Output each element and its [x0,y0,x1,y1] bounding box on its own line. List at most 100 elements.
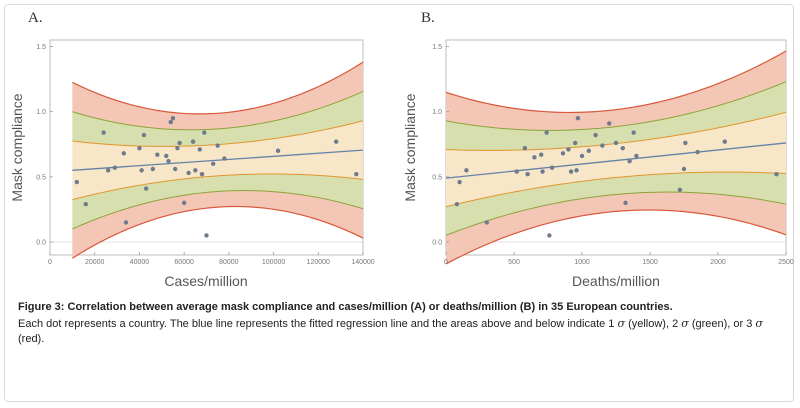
data-point-b-34 [722,139,727,144]
data-point-a-11 [150,166,156,172]
band-3sigma-lower-a [72,190,363,259]
band-edge-minus3-b [445,209,787,265]
data-point-b-9 [540,169,545,174]
data-point-a-21 [186,170,191,176]
band-edge-plus2-b [445,81,787,131]
caption-green: (green), or 3 [691,318,753,330]
data-point-b-32 [683,140,688,146]
data-point-a-20 [181,200,187,206]
band-1sigma-b [446,112,786,207]
data-point-b-17 [574,168,579,173]
panel-label-a: A. [28,10,43,26]
band-edge-minus2-b [445,191,787,236]
data-point-b-30 [677,187,683,193]
x-tick-label-a-6: 120000 [307,259,330,266]
x-tick-label-b-1: 500 [508,259,520,266]
data-point-a-6 [123,220,129,225]
data-point-b-13 [560,151,566,156]
data-point-b-1 [457,179,462,185]
data-point-b-35 [774,172,779,177]
x-axis-title-b: Deaths/million [572,273,660,289]
data-point-b-7 [532,155,537,160]
data-point-b-2 [464,168,469,173]
data-point-a-25 [199,172,205,177]
data-point-a-14 [166,158,171,164]
y-tick-label-a-1: 0.5 [36,174,46,181]
data-point-b-21 [593,132,598,138]
x-tick-label-a-5: 100000 [262,259,285,266]
data-point-a-24 [197,147,202,152]
data-point-b-14 [566,147,571,152]
band-edge-minus1-b [445,171,787,208]
data-point-b-25 [620,145,625,151]
sigma-symbol-1: σ [617,317,625,330]
data-point-a-17 [173,166,178,172]
y-tick-label-b-3: 1.5 [432,44,442,51]
data-point-b-29 [634,153,639,159]
chart-a: 0 20000 40000 60000 80000 100000 120000 140000 0… [9,10,375,289]
data-point-b-22 [600,143,605,148]
band-3sigma-lower-b [446,192,786,264]
data-point-b-16 [573,140,578,146]
data-point-a-4 [112,165,118,170]
x-tick-label-a-2: 40000 [130,259,150,266]
data-point-a-32 [333,139,339,144]
x-tick-label-b-3: 1500 [642,259,658,266]
data-point-a-31 [275,148,281,153]
x-tick-label-b-5: 2500 [778,259,794,266]
data-point-a-28 [211,161,216,166]
data-point-a-8 [139,168,144,173]
data-point-a-23 [193,168,198,173]
panel-label-b: B. [421,10,435,26]
data-point-b-19 [579,153,585,159]
band-3sigma-upper-a [72,62,363,130]
x-tick-label-a-1: 20000 [85,259,105,266]
band-edge-plus3-b [445,50,787,114]
data-point-a-26 [202,130,207,135]
band-2sigma-lower-b [446,172,786,236]
x-tick-label-b-2: 1000 [574,259,590,266]
band-edge-plus2-a [72,91,364,131]
data-point-a-15 [168,119,173,125]
data-point-a-7 [137,145,142,151]
data-point-b-31 [681,166,687,172]
data-point-a-16 [170,115,176,121]
data-point-b-27 [627,158,632,164]
band-edge-plus3-a [72,61,364,115]
data-point-b-33 [695,149,700,155]
data-point-a-0 [74,179,80,185]
data-point-b-18 [575,115,581,121]
data-point-a-2 [101,130,106,135]
data-point-b-5 [522,145,528,151]
data-point-a-10 [143,186,149,191]
band-edge-minus2-a [72,190,364,230]
band-2sigma-upper-b [446,81,786,151]
band-2sigma-upper-a [72,91,363,147]
data-point-a-30 [222,156,227,161]
data-point-a-33 [354,172,359,177]
data-point-a-18 [175,145,180,151]
y-tick-label-a-3: 1.5 [36,44,46,51]
chart-b: 0 500 1000 1500 2000 2500 0.0 0.5 1.0 1.5 B. Deaths… [402,10,794,289]
y-tick-label-a-2: 1.0 [36,109,46,116]
data-point-b-0 [454,201,460,207]
data-point-a-22 [190,139,196,144]
data-point-b-4 [514,169,519,174]
data-point-b-6 [525,172,530,177]
x-tick-label-b-4: 2000 [710,259,726,266]
data-point-a-1 [83,201,88,207]
data-point-b-23 [607,121,612,126]
x-tick-label-a-7: 140000 [351,259,374,266]
fit-line-b [445,142,787,179]
fit-line-a [72,149,364,171]
x-tick-label-b-0: 0 [444,259,448,266]
data-point-b-12 [549,165,555,170]
caption-title: Figure 3: Correlation between average ma… [18,301,673,313]
data-point-a-3 [105,168,111,173]
figure-caption: Figure 3: Correlation between average ma… [18,300,778,347]
data-point-b-10 [544,130,549,135]
x-tick-label-a-0: 0 [48,259,52,266]
data-point-a-12 [155,152,160,157]
y-tick-label-a-0: 0.0 [36,239,46,246]
data-point-a-19 [177,140,182,146]
